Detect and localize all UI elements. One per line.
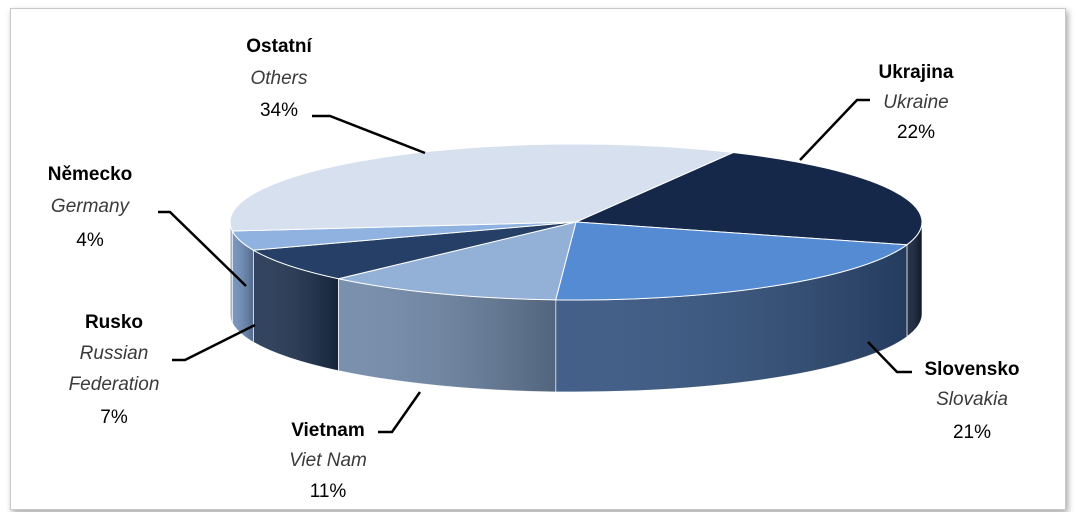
slice-side-shade bbox=[338, 278, 556, 392]
label-en-germany: Germany bbox=[51, 196, 131, 217]
slice-label-vietnam: Vietnam Viet Nam 11% bbox=[289, 420, 367, 502]
label-cz-vietnam: Vietnam bbox=[291, 420, 365, 441]
leader-ukraine bbox=[799, 98, 870, 161]
leader-lines bbox=[158, 98, 912, 434]
slice-ukraine bbox=[575, 151, 923, 246]
slice-label-germany: Německo Germany 4% bbox=[48, 164, 133, 251]
pie-sides bbox=[229, 221, 923, 393]
leader-others bbox=[312, 114, 426, 155]
slice-side-shade bbox=[253, 250, 339, 371]
slice-slovakia bbox=[555, 221, 909, 301]
value-ukraine: 22% bbox=[897, 122, 935, 143]
leader-germany bbox=[158, 210, 247, 287]
slice-viet-nam bbox=[338, 221, 577, 301]
label-en-others: Others bbox=[250, 68, 308, 89]
slice-side-shade bbox=[555, 244, 907, 392]
label-cz-nemecko: Německo bbox=[48, 164, 133, 185]
slice-label-ukraine: Ukrajina Ukraine 22% bbox=[879, 62, 954, 143]
label-en-ukraine: Ukraine bbox=[883, 92, 948, 113]
label-cz-ukrajina: Ukrajina bbox=[879, 62, 954, 83]
slice-side-shade bbox=[232, 231, 254, 343]
slice-russian-federation bbox=[251, 221, 577, 280]
label-en-russia-line2: Federation bbox=[69, 374, 160, 395]
leader-slovakia bbox=[867, 341, 912, 374]
value-germany: 4% bbox=[76, 230, 104, 251]
pie-tops bbox=[229, 143, 923, 301]
leader-vietnam bbox=[378, 391, 422, 434]
slice-label-russia: Rusko Russian Federation 7% bbox=[69, 312, 160, 428]
value-slovakia: 21% bbox=[953, 422, 991, 443]
slice-side-shade bbox=[906, 222, 922, 337]
label-cz-slovensko: Slovensko bbox=[924, 359, 1019, 380]
label-cz-rusko: Rusko bbox=[85, 312, 143, 333]
value-vietnam: 11% bbox=[310, 481, 347, 502]
slice-label-others: Ostatní Others 34% bbox=[246, 36, 312, 121]
label-en-russia: Russian bbox=[80, 343, 149, 364]
label-cz-ostatni: Ostatní bbox=[246, 36, 312, 57]
slice-label-slovakia: Slovensko Slovakia 21% bbox=[924, 359, 1019, 443]
value-others: 34% bbox=[260, 100, 298, 121]
slice-others bbox=[229, 143, 735, 232]
leader-russia bbox=[172, 323, 256, 362]
value-russia: 7% bbox=[100, 407, 128, 428]
label-en-vietnam: Viet Nam bbox=[289, 450, 367, 471]
label-en-slovakia: Slovakia bbox=[936, 389, 1008, 410]
